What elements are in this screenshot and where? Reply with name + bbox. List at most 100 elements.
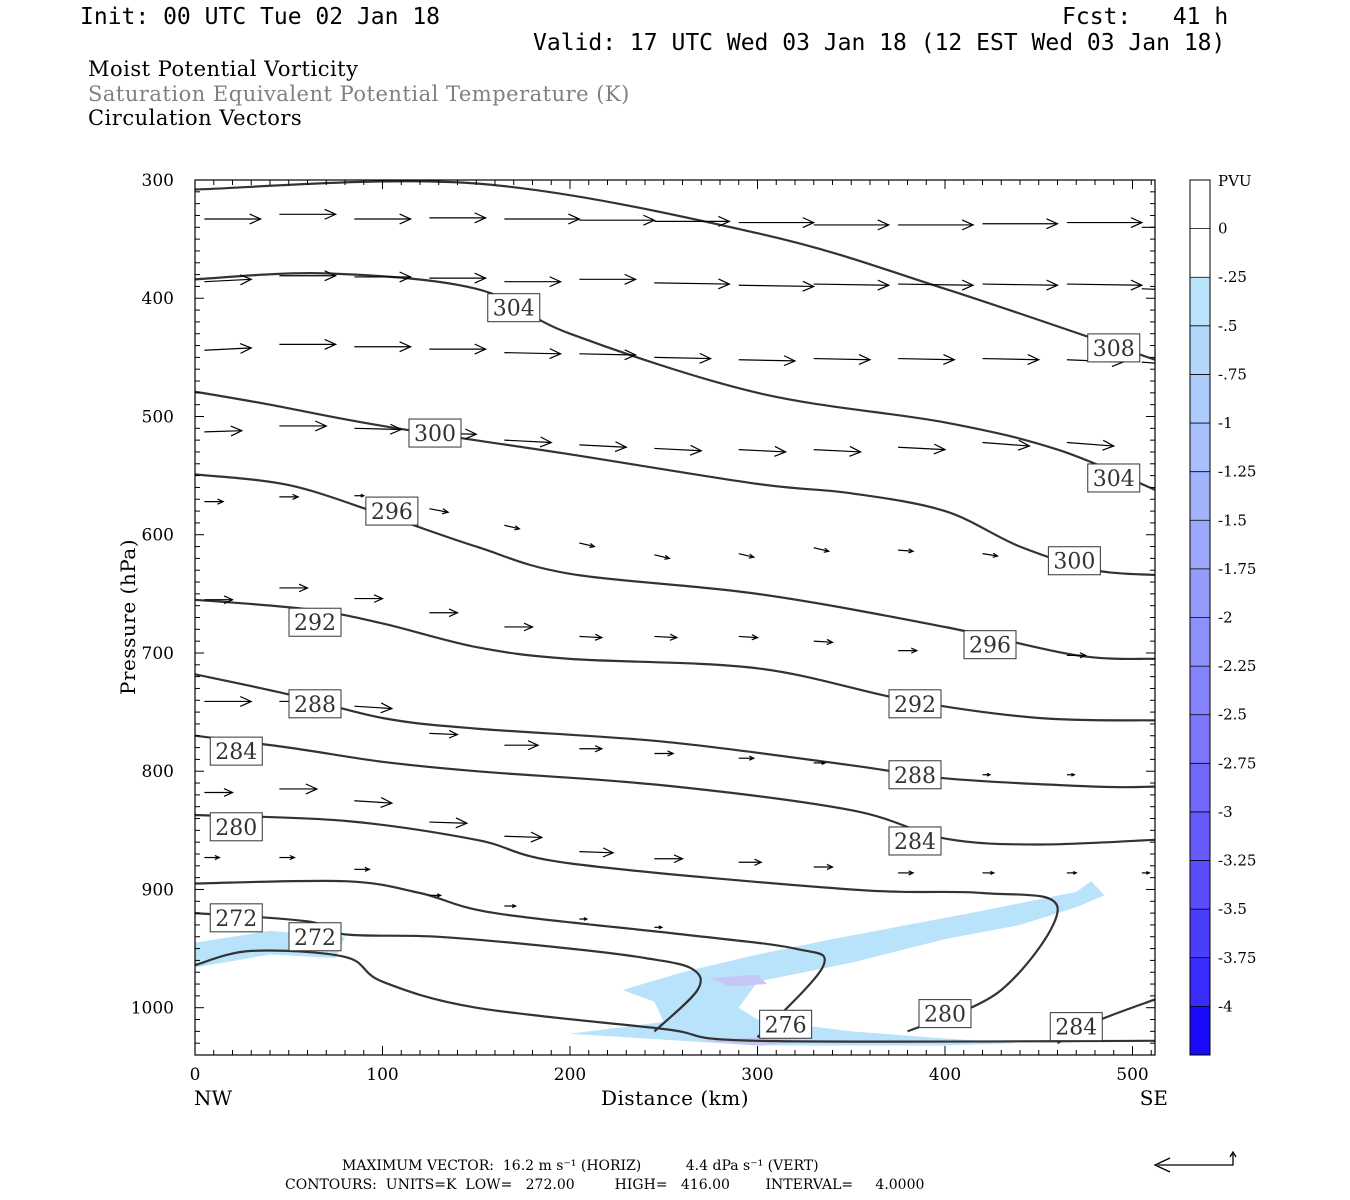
circulation-vector [813, 638, 834, 646]
field-label-theta-es: Saturation Equivalent Potential Temperat… [88, 82, 630, 106]
contour-label-296: 296 [963, 630, 1017, 660]
circulation-vector [579, 441, 628, 453]
init-time: Init: 00 UTC Tue 02 Jan 18 [80, 4, 441, 30]
circulation-vector [354, 594, 384, 603]
circulation-vector [354, 423, 403, 435]
circulation-vector [579, 633, 604, 641]
circulation-vector [354, 213, 413, 225]
circulation-vector [654, 444, 703, 456]
circulation-vector [279, 493, 300, 500]
circulation-vector [982, 772, 992, 777]
colorbar-swatch [1190, 277, 1210, 326]
svg-text:304: 304 [493, 297, 535, 322]
contour-label-284: 284 [1049, 1012, 1103, 1042]
contour-line-284-6 [195, 734, 1155, 846]
colorbar-label: -1.75 [1218, 560, 1256, 578]
colorbar-label: -.75 [1218, 365, 1247, 383]
circulation-vector [579, 917, 589, 921]
circulation-vector [204, 498, 225, 505]
circulation-vector [898, 354, 956, 365]
circulation-vector [898, 647, 919, 654]
circulation-vector [738, 755, 756, 761]
colorbar-swatch [1190, 763, 1210, 812]
circulation-vector [354, 702, 394, 714]
y-tick-label: 900 [142, 880, 174, 900]
contour-line-unlabeled-10 [195, 949, 1155, 1043]
contour-label-292: 292 [288, 607, 342, 637]
circulation-vector [279, 420, 328, 432]
contour-label-284: 284 [209, 736, 263, 766]
colorbar-swatch [1190, 228, 1210, 278]
circulation-vector [738, 280, 816, 292]
colorbar-swatch [1190, 1006, 1210, 1055]
colorbar-label: -2.5 [1218, 706, 1247, 724]
circulation-vector [354, 493, 366, 498]
colorbar-label: -.25 [1218, 268, 1247, 286]
colorbar-swatch [1190, 617, 1210, 667]
circulation-vector [898, 548, 915, 554]
y-tick-label: 1000 [131, 999, 174, 1019]
x-tick-label: 100 [366, 1065, 398, 1085]
contour-line-296-3 [195, 473, 1155, 661]
y-tick-label: 600 [142, 526, 174, 546]
x-tick-label: 300 [741, 1065, 773, 1085]
circulation-vector [738, 217, 816, 229]
colorbar-label: -2.75 [1218, 754, 1256, 772]
colorbar-label: -3.5 [1218, 900, 1247, 918]
circulation-vector [813, 354, 872, 365]
contour-label-292: 292 [888, 689, 942, 719]
circulation-vector [429, 212, 488, 224]
circulation-vector [504, 740, 540, 751]
circulation-vector [354, 866, 371, 872]
circulation-vector [1141, 288, 1155, 290]
svg-text:288: 288 [894, 764, 936, 789]
circulation-vector [1066, 217, 1144, 229]
contour-line-300-2 [195, 390, 1155, 576]
circulation-vector [204, 788, 234, 797]
circulation-vector [654, 925, 664, 930]
circulation-vector [504, 903, 518, 909]
circulation-vector [429, 343, 488, 355]
circulation-vector [279, 270, 338, 282]
colorbar-label: -1.5 [1218, 511, 1247, 529]
contour-label-300: 300 [1047, 546, 1101, 576]
circulation-vector [429, 508, 450, 515]
circulation-vector [813, 863, 834, 871]
contour-label-280: 280 [918, 999, 972, 1029]
circulation-vector [738, 553, 756, 559]
colorbar-label: -2.25 [1218, 657, 1256, 675]
circulation-vector [579, 847, 615, 858]
colorbar-swatch [1190, 666, 1210, 715]
circulation-vector [204, 695, 253, 707]
circulation-vector [982, 354, 1041, 365]
svg-text:292: 292 [894, 693, 936, 718]
circulation-vector [654, 633, 679, 641]
y-tick-label: 500 [142, 407, 174, 427]
contour-label-276: 276 [759, 1009, 813, 1039]
circulation-vector [982, 439, 1031, 451]
circulation-vector [982, 552, 999, 558]
circulation-vector [982, 279, 1059, 291]
circulation-vector [654, 352, 713, 364]
contour-label-300: 300 [408, 418, 462, 448]
x-end-label-se: SE [1140, 1086, 1168, 1110]
colorbar-label: -1.25 [1218, 463, 1256, 481]
circulation-vector [898, 219, 975, 231]
colorbar-swatch [1190, 325, 1210, 375]
y-axis-label: Pressure (hPa) [116, 539, 140, 695]
contour-label-296: 296 [365, 496, 419, 526]
circulation-vector [429, 729, 459, 739]
svg-text:308: 308 [1093, 337, 1135, 362]
colorbar-label: -.5 [1218, 317, 1237, 335]
circulation-vector [579, 214, 656, 226]
contour-label-280: 280 [209, 812, 263, 842]
circulation-vector [982, 870, 996, 875]
contour-line-272-9 [195, 912, 702, 1033]
field-label-vectors: Circulation Vectors [88, 106, 303, 130]
circulation-vector [279, 338, 338, 350]
circulation-vector [204, 595, 234, 605]
field-label-mpv: Moist Potential Vorticity [88, 57, 359, 81]
circulation-vector [429, 817, 469, 829]
svg-text:296: 296 [969, 634, 1011, 659]
